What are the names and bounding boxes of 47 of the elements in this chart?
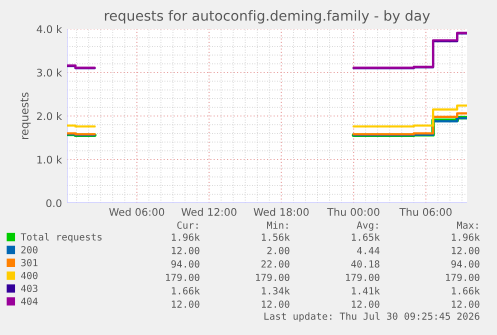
- x-tick-label: Wed 12:00: [181, 208, 236, 216]
- legend-label: 404: [21, 298, 38, 305]
- text: 4.44: [357, 247, 380, 254]
- text: 12.00: [452, 300, 480, 308]
- text: 12.00: [172, 246, 200, 254]
- legend-label: 301: [21, 258, 38, 266]
- text: Avg:: [356, 222, 378, 231]
- text: 1.34k: [262, 286, 290, 294]
- text: Last update: Thu Jul 30 09:25:45 2026: [264, 312, 480, 322]
- text: 40.18: [351, 260, 380, 268]
- y-axis-title: requests: [20, 92, 31, 139]
- y-tick-label: 3.0 k: [37, 68, 62, 77]
- text: 12.00: [352, 300, 380, 308]
- text: 1.96k: [452, 233, 480, 241]
- y-tick-label: 1.0 k: [37, 156, 62, 164]
- text: Max:: [456, 222, 478, 229]
- text: 22.00: [261, 260, 290, 268]
- text: 179.00: [346, 274, 380, 282]
- text: 1.96k: [172, 233, 200, 241]
- y-tick-label: 4.0 k: [36, 25, 62, 34]
- legend-label: 403: [21, 284, 38, 292]
- legend-label: 400: [21, 272, 38, 280]
- text: 94.00: [171, 260, 200, 268]
- text: 2.00: [267, 246, 290, 254]
- x-tick-label: Wed 18:00: [254, 208, 309, 216]
- text: 12.00: [172, 300, 200, 308]
- text: 94.00: [451, 260, 480, 268]
- x-tick-label: Wed 06:00: [109, 208, 164, 216]
- legend-label: Total requests: [20, 233, 102, 242]
- text: 1.65k: [352, 233, 380, 241]
- y-tick-label: 0.0: [46, 199, 62, 208]
- x-tick-label: Thu 06:00: [399, 208, 452, 216]
- text: 179.00: [256, 274, 290, 282]
- y-tick-label: 2.0 k: [36, 112, 62, 120]
- text: Cur:: [177, 221, 198, 229]
- text: 179.00: [446, 274, 480, 282]
- text: 1.56k: [262, 233, 290, 241]
- chart-title: requests for autoconfig.deming.family - by day: [104, 10, 430, 24]
- text: 1.66k: [452, 286, 480, 294]
- text: 12.00: [262, 300, 290, 308]
- text: 12.00: [452, 246, 480, 254]
- text: Min:: [266, 221, 288, 229]
- x-tick-label: Thu 00:00: [327, 208, 380, 216]
- text: 179.00: [166, 274, 200, 282]
- text: 1.66k: [172, 286, 200, 294]
- legend-label: 200: [21, 246, 38, 254]
- text: 1.41k: [352, 286, 380, 294]
